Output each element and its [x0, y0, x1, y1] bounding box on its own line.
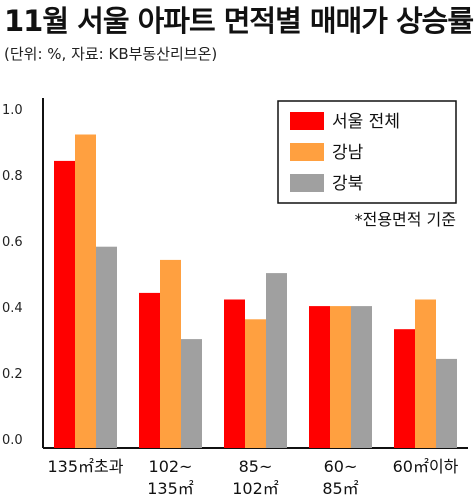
- y-tick-label: 0.2: [2, 367, 23, 382]
- x-category-label: 60㎡이하: [393, 457, 459, 476]
- y-tick-label: 0.0: [2, 433, 23, 448]
- bar: [245, 319, 266, 448]
- bar: [330, 306, 351, 448]
- y-tick-label: 0.6: [2, 235, 23, 250]
- x-category-label: 85~: [239, 457, 273, 476]
- legend-label: 강남: [332, 143, 364, 163]
- chart-title: 11월 서울 아파트 면적별 매매가 상승률: [4, 4, 474, 38]
- legend-swatch: [290, 174, 324, 192]
- bar: [139, 292, 160, 448]
- bar: [394, 329, 415, 448]
- x-category-label: 60~: [324, 457, 358, 476]
- bar: [436, 358, 457, 448]
- bars: [54, 134, 457, 448]
- legend-swatch: [290, 112, 324, 130]
- bar: [96, 246, 117, 448]
- bar: [415, 299, 436, 448]
- bar: [160, 259, 181, 448]
- legend-swatch: [290, 143, 324, 161]
- x-category-label: 135㎡초과: [48, 457, 124, 476]
- bar: [224, 299, 245, 448]
- bar: [75, 134, 96, 448]
- x-category-label: 85㎡: [322, 479, 358, 498]
- y-tick-labels: 0.0 0.2 0.4 0.6 0.8 1.0: [2, 103, 23, 448]
- y-tick-label: 0.8: [2, 169, 23, 184]
- x-category-label: 102㎡: [232, 479, 279, 498]
- y-tick-label: 1.0: [2, 103, 23, 118]
- chart-subtitle: (단위: %, 자료: KB부동산리브온): [4, 45, 218, 63]
- x-category-labels: 135㎡초과 102~ 135㎡ 85~ 102㎡ 60~ 85㎡ 60㎡이하: [48, 457, 459, 498]
- bar: [351, 306, 372, 448]
- bar: [266, 273, 287, 448]
- x-category-label: 102~: [149, 457, 193, 476]
- x-category-label: 135㎡: [147, 479, 194, 498]
- bar: [181, 339, 202, 448]
- y-tick-label: 0.4: [2, 301, 23, 316]
- legend-label: 강북: [332, 174, 363, 194]
- bar: [309, 306, 330, 448]
- chart-note: *전용면적 기준: [355, 210, 456, 229]
- bar: [54, 160, 75, 448]
- legend-label: 서울 전체: [332, 112, 400, 132]
